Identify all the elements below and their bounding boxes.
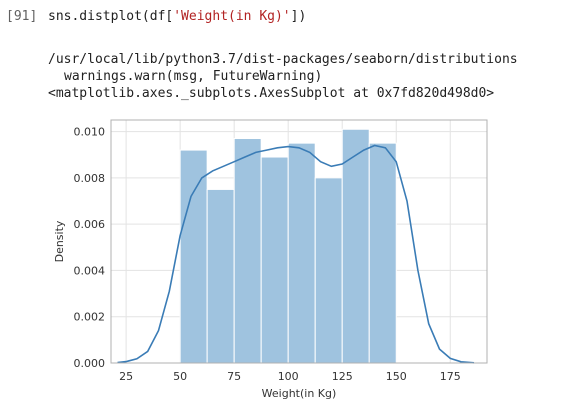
x-axis-label: Weight(in Kg) [262, 387, 337, 400]
warning-path-line: /usr/local/lib/python3.7/dist-packages/s… [48, 52, 518, 67]
code-suffix: ]) [290, 9, 307, 24]
cell-output: /usr/local/lib/python3.7/dist-packages/s… [48, 51, 518, 102]
kde-curve [117, 144, 475, 364]
x-tick-label: 25 [119, 370, 133, 383]
histogram-bar [368, 142, 397, 364]
y-tick-labels: 0.000 0.002 0.004 0.006 0.008 0.010 [74, 126, 106, 370]
x-tick-label: 75 [227, 370, 241, 383]
histogram-bars [179, 128, 397, 364]
y-tick-label: 0.000 [74, 357, 106, 370]
axes-frame [110, 119, 488, 364]
cell-code[interactable]: sns.distplot(df['Weight(in Kg)']) [48, 9, 306, 24]
return-value-line: <matplotlib.axes._subplots.AxesSubplot a… [48, 86, 495, 101]
x-tick-label: 50 [173, 370, 187, 383]
code-string-literal: 'Weight(in Kg)' [173, 9, 291, 24]
histogram-bar [287, 142, 316, 364]
y-tick-label: 0.004 [74, 264, 106, 277]
cell-execution-count: [91] [6, 9, 38, 24]
y-tick-label: 0.010 [74, 126, 106, 139]
x-tick-label: 175 [440, 370, 461, 383]
warning-message-line: warnings.warn(msg, FutureWarning) [64, 69, 323, 84]
x-tick-label: 125 [332, 370, 353, 383]
histogram-bar [233, 138, 262, 364]
code-prefix: sns.distplot(df[ [48, 9, 174, 24]
y-tick-label: 0.006 [74, 218, 106, 231]
histogram-bar [260, 156, 289, 364]
x-tick-labels: 25 50 75 100 125 150 175 [119, 370, 461, 383]
histogram-bar [341, 128, 370, 364]
y-tick-label: 0.008 [74, 172, 106, 185]
y-tick-label: 0.002 [74, 311, 106, 324]
histogram-bar [314, 177, 343, 364]
x-tick-label: 100 [278, 370, 299, 383]
histogram-bar [206, 188, 235, 364]
histogram-bar [179, 149, 208, 364]
x-tick-label: 150 [386, 370, 407, 383]
y-axis-label: Density [53, 220, 66, 262]
